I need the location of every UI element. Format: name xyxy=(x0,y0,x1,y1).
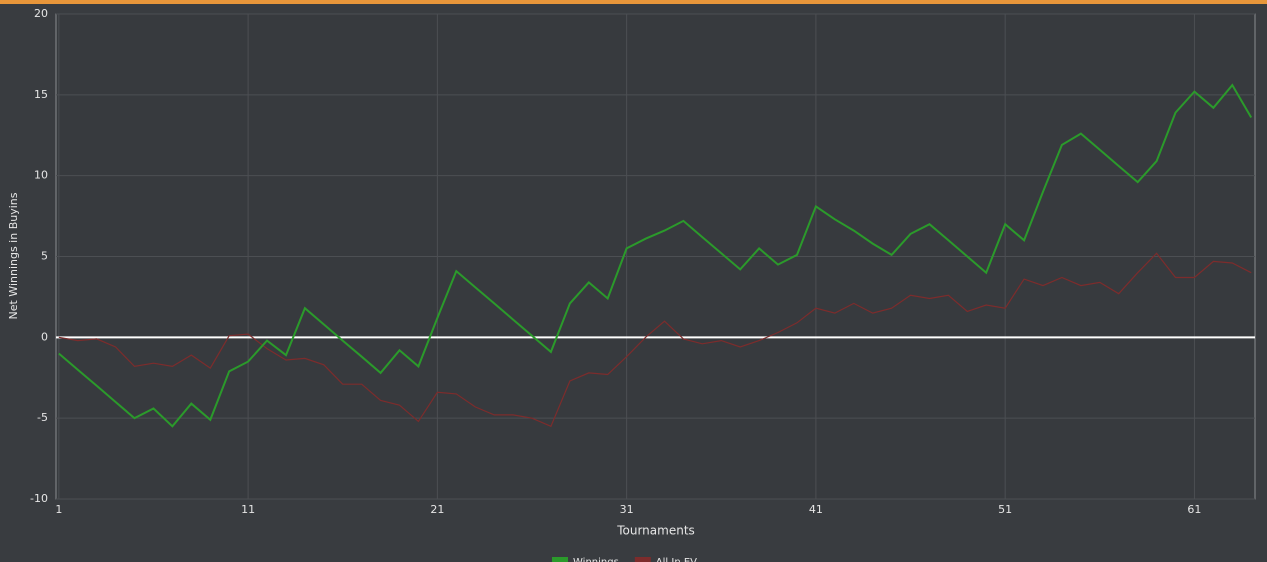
y-tick-label: 20 xyxy=(34,7,48,20)
legend-label: Winnings xyxy=(573,557,619,562)
top-bar xyxy=(0,0,1267,4)
legend-swatch xyxy=(552,557,568,562)
x-tick-label: 1 xyxy=(55,503,62,516)
legend-swatch xyxy=(634,557,651,562)
series-line xyxy=(58,83,1253,428)
x-tick-label: 11 xyxy=(241,503,255,516)
x-tick-label: 41 xyxy=(809,503,823,516)
y-tick-label: -10 xyxy=(30,492,48,505)
x-tick-label: 21 xyxy=(430,503,444,516)
x-tick-label: 31 xyxy=(620,503,634,516)
y-axis-label: Net Winnings in Buyins xyxy=(7,192,20,319)
y-tick-label: -5 xyxy=(37,411,48,424)
x-tick-label: 61 xyxy=(1187,503,1201,516)
y-tick-label: 10 xyxy=(34,169,48,182)
legend-label: All In EV xyxy=(656,557,697,562)
y-tick-label: 15 xyxy=(34,88,48,101)
series-line xyxy=(58,252,1252,428)
x-tick-label: 51 xyxy=(998,503,1012,516)
y-tick-label: 5 xyxy=(41,250,48,263)
x-axis-label: Tournaments xyxy=(616,524,695,538)
y-tick-label: 0 xyxy=(41,330,48,343)
